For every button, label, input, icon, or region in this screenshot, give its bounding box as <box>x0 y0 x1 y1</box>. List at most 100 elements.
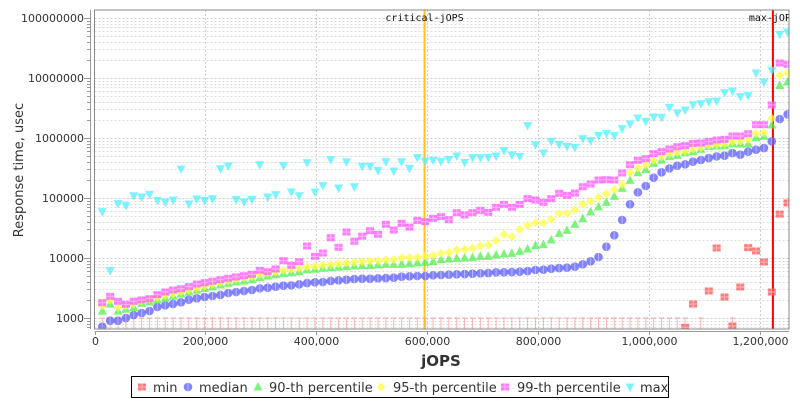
min-below-range-marker <box>367 317 373 329</box>
series-99-th-percentile <box>98 59 789 308</box>
data-point <box>767 288 776 296</box>
data-point <box>412 257 422 267</box>
x-tick-label: 800,000 <box>516 335 562 348</box>
data-point-highlight <box>728 132 737 140</box>
data-point <box>381 220 390 228</box>
data-point <box>523 266 532 276</box>
data-point <box>334 259 344 269</box>
data-point-highlight <box>468 209 477 217</box>
data-point-highlight <box>712 136 721 144</box>
data-point-highlight <box>389 226 398 234</box>
legend-box <box>131 376 669 398</box>
data-point <box>452 245 462 255</box>
data-point <box>137 296 146 304</box>
data-point <box>523 195 532 203</box>
data-point <box>499 147 509 156</box>
data-point <box>428 250 438 260</box>
data-point-highlight <box>303 242 312 250</box>
data-point <box>507 151 517 161</box>
data-point <box>547 195 556 203</box>
data-point <box>405 272 414 281</box>
data-point <box>310 252 319 260</box>
data-point-highlight <box>767 101 776 109</box>
data-point <box>397 219 406 227</box>
data-point <box>129 297 138 305</box>
data-point <box>381 158 391 167</box>
min-below-range-marker <box>351 317 357 329</box>
data-point <box>609 132 619 141</box>
data-point <box>271 265 280 273</box>
data-point-highlight <box>492 203 501 211</box>
data-point <box>554 209 564 219</box>
data-point <box>618 169 627 177</box>
data-point <box>381 255 391 265</box>
data-point <box>633 163 643 173</box>
data-point <box>578 260 588 269</box>
data-point <box>326 276 335 286</box>
data-point <box>420 257 430 266</box>
data-point <box>751 145 761 154</box>
data-point-highlight <box>350 237 359 245</box>
data-points <box>97 28 789 329</box>
data-point <box>601 197 611 206</box>
min-below-range-marker <box>596 317 602 329</box>
data-point <box>177 285 186 293</box>
data-point-highlight <box>720 135 729 143</box>
min-below-range-marker <box>485 317 491 329</box>
min-below-range-marker <box>162 317 168 329</box>
data-point <box>586 257 595 266</box>
data-point <box>601 189 611 199</box>
legend: min median 90-th percentile 95-th percentil… <box>131 376 669 398</box>
data-point <box>562 263 572 272</box>
data-point <box>341 158 351 167</box>
data-point <box>680 106 690 116</box>
data-point <box>672 109 682 119</box>
data-point <box>578 213 588 223</box>
data-point-highlight <box>247 270 256 278</box>
data-point <box>665 145 674 153</box>
data-point <box>570 143 580 153</box>
data-point <box>169 286 178 294</box>
data-point <box>499 229 509 239</box>
min-below-range-marker <box>438 317 444 329</box>
data-point-highlight <box>728 322 737 329</box>
data-point <box>538 149 548 159</box>
data-point <box>295 258 304 266</box>
data-point <box>223 288 233 298</box>
data-point <box>641 117 651 127</box>
data-point <box>546 235 556 244</box>
legend-label: min <box>153 381 178 396</box>
data-point <box>160 198 170 208</box>
min-below-range-marker <box>651 317 657 329</box>
data-point <box>342 228 351 236</box>
data-point <box>239 198 249 208</box>
data-point-highlight <box>633 156 642 164</box>
min-below-range-marker <box>659 317 665 329</box>
data-point <box>538 218 548 228</box>
data-point <box>389 167 399 176</box>
data-point <box>105 267 115 276</box>
data-point <box>436 248 446 258</box>
data-point-highlight <box>704 137 713 145</box>
data-point <box>570 219 580 228</box>
legend-swatch-3 <box>376 382 386 392</box>
y-tick-label: 100000000 <box>21 12 84 25</box>
min-below-range-marker <box>532 317 538 329</box>
min-below-range-marker <box>265 317 271 329</box>
data-point <box>735 93 745 102</box>
data-point <box>255 161 265 170</box>
data-point-highlight <box>689 139 698 147</box>
data-point-highlight <box>224 274 233 282</box>
data-point-highlight <box>342 228 351 236</box>
data-point-highlight <box>366 227 375 235</box>
data-point <box>538 239 548 249</box>
data-point <box>106 292 115 300</box>
data-point <box>200 196 210 206</box>
data-point <box>491 250 501 259</box>
data-point-highlight <box>578 183 587 191</box>
data-point <box>475 251 485 260</box>
data-point-highlight <box>287 261 296 269</box>
data-point-highlight <box>476 206 485 214</box>
data-point <box>373 230 382 238</box>
